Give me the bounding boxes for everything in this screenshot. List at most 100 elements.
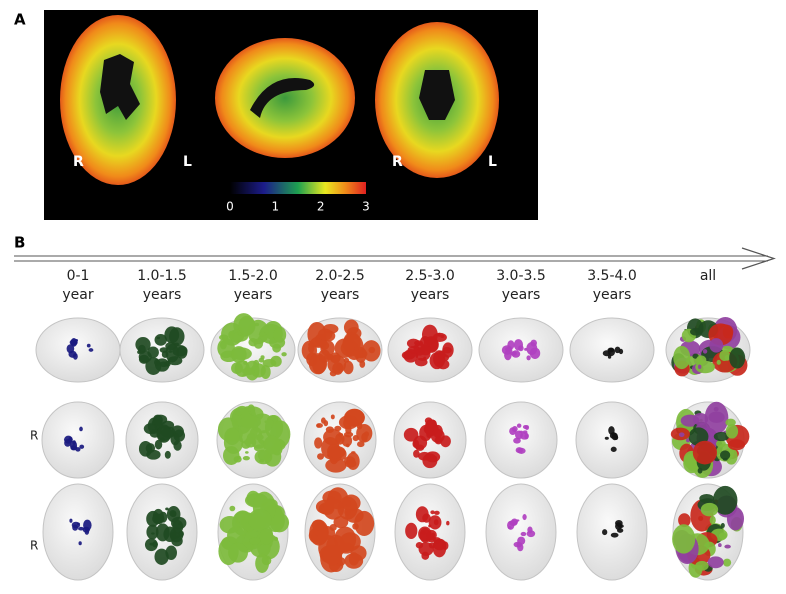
brain-render xyxy=(303,401,377,479)
activation-blob xyxy=(718,532,727,540)
brain-render xyxy=(35,317,121,383)
activation-blob xyxy=(165,545,177,560)
activation-blob xyxy=(69,518,73,523)
activation-blob xyxy=(161,428,174,438)
activation-blob xyxy=(426,537,431,542)
activation-blob xyxy=(407,345,421,354)
column-header: 3.0-3.5 xyxy=(496,268,546,284)
activation-blob xyxy=(709,338,724,353)
activation-blob xyxy=(719,450,731,460)
activation-blob xyxy=(71,521,81,529)
orientation-label: R xyxy=(392,154,403,170)
activation-blob xyxy=(317,453,325,460)
activation-blob xyxy=(709,515,716,525)
activation-blob xyxy=(607,354,612,359)
activation-blob xyxy=(716,359,721,365)
ventricle xyxy=(250,78,315,118)
activation-blob xyxy=(244,451,249,454)
activation-blob xyxy=(678,513,691,528)
activation-blob xyxy=(249,537,261,545)
activation-blob xyxy=(242,367,255,376)
activation-blob xyxy=(519,430,524,434)
brain-render xyxy=(126,483,198,581)
activation-blob xyxy=(138,440,153,457)
brain-render xyxy=(576,483,648,581)
row-label: R xyxy=(30,539,38,553)
activation-blob xyxy=(79,426,83,432)
brain-outline xyxy=(484,401,558,479)
activation-blob xyxy=(614,346,621,354)
activation-blob xyxy=(143,423,158,435)
activation-blob xyxy=(725,424,739,439)
activation-blob xyxy=(273,326,287,343)
brain-render xyxy=(672,483,745,581)
activation-blob xyxy=(352,435,359,442)
activation-blob xyxy=(237,455,241,460)
activation-blob xyxy=(695,560,709,571)
activation-blob xyxy=(231,347,252,361)
activation-blob xyxy=(716,440,726,448)
activation-blob xyxy=(323,353,334,360)
colorbar xyxy=(230,182,366,194)
activation-blob xyxy=(446,520,450,526)
colorbar-tick-label: 0 xyxy=(226,200,234,214)
brain-render xyxy=(670,401,750,479)
activation-blob xyxy=(511,350,521,358)
activation-blob xyxy=(524,433,529,440)
activation-blob xyxy=(164,326,180,344)
activation-blob xyxy=(522,424,529,430)
activation-blob xyxy=(242,374,247,377)
column-header: all xyxy=(700,268,716,284)
activation-blob xyxy=(433,537,441,544)
activation-blob xyxy=(713,431,730,442)
activation-blob xyxy=(338,415,359,430)
activation-blob xyxy=(405,522,418,540)
activation-blob xyxy=(243,360,248,365)
activation-blob xyxy=(522,514,527,521)
activation-blob xyxy=(723,558,732,567)
activation-blob xyxy=(310,534,319,542)
activation-blob xyxy=(325,458,347,473)
activation-blob xyxy=(698,364,702,369)
activation-blob xyxy=(72,440,76,446)
activation-blob xyxy=(346,452,360,470)
colorbar-tick-label: 1 xyxy=(272,200,280,214)
activation-blob xyxy=(263,435,281,455)
activation-blob xyxy=(692,440,717,465)
column-header: 3.5-4.0 xyxy=(587,268,637,284)
activation-blob xyxy=(428,515,442,530)
activation-blob xyxy=(248,508,272,531)
activation-blob xyxy=(82,526,90,533)
activation-blob xyxy=(239,415,261,429)
activation-blob xyxy=(154,548,169,565)
activation-blob xyxy=(515,447,523,454)
ventricle xyxy=(100,54,140,120)
ventricle xyxy=(419,70,455,120)
orientation-label: L xyxy=(183,154,192,170)
activation-blob xyxy=(415,506,429,523)
activation-blob xyxy=(515,519,520,522)
activation-blob xyxy=(88,348,94,352)
column-header: 2.5-3.0 xyxy=(405,268,455,284)
column-header: years xyxy=(321,287,360,303)
activation-blob xyxy=(323,420,329,427)
brain-render xyxy=(125,401,199,479)
brain-outline xyxy=(42,483,114,581)
activation-blob xyxy=(673,345,691,370)
activation-blob xyxy=(437,350,446,359)
activation-blob xyxy=(164,360,171,367)
activation-blob xyxy=(254,322,260,327)
activation-blob xyxy=(698,515,704,521)
activation-blob xyxy=(334,526,357,553)
activation-blob xyxy=(248,338,258,347)
activation-blob xyxy=(164,450,171,459)
activation-blob xyxy=(527,526,533,534)
activation-blob xyxy=(272,343,282,353)
activation-blob xyxy=(700,502,719,517)
activation-blob xyxy=(318,508,324,512)
activation-blob xyxy=(262,358,277,368)
activation-blob xyxy=(79,444,85,449)
activation-blob xyxy=(329,524,337,531)
activation-blob xyxy=(170,511,177,518)
column-header: year xyxy=(62,287,93,303)
